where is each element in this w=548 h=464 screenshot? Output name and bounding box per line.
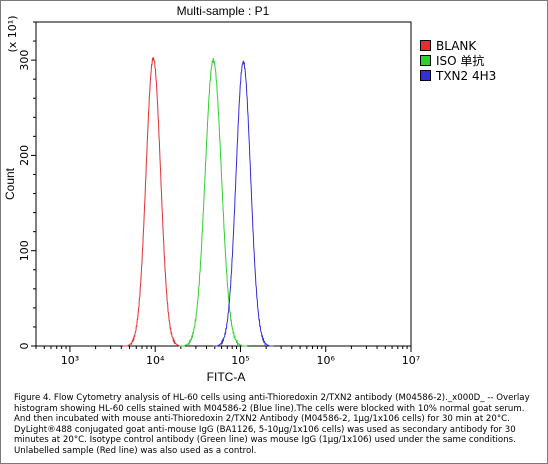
x-tick-label: 10³ [61,354,79,367]
legend-swatch [420,40,431,51]
y-tick-label: 300 [18,50,31,71]
x-tick-label: 10⁴ [146,354,165,367]
legend-swatch [420,55,431,66]
y-tick-label: 200 [18,145,31,166]
legend-item: ISO 单抗 [420,53,496,68]
legend-swatch [420,70,431,81]
x-tick-label: 10⁷ [402,354,420,367]
y-tick-label: 0 [18,343,31,350]
legend-item: BLANK [420,38,496,53]
x-tick-label: 10⁵ [231,354,249,367]
figure-caption: Figure 4. Flow Cytometry analysis of HL-… [14,393,530,456]
series-curve-3 [212,60,274,347]
legend-item: TXN2 4H3 [420,68,496,83]
legend-label: TXN2 4H3 [436,68,497,83]
y-tick-label: 100 [18,240,31,261]
y-multiplier-label: (x 10¹) [6,16,19,53]
legend-label: ISO 单抗 [436,54,485,68]
chart-title: Multi-sample : P1 [177,4,270,18]
legend-label: BLANK [436,38,477,53]
x-axis-label: FITC-A [207,370,246,384]
series-curve-1 [122,57,184,347]
plot-area [35,21,412,347]
series-layer [122,57,274,347]
legend: BLANK ISO 单抗 TXN2 4H3 [420,38,496,83]
y-axis-label: Count [3,167,17,200]
x-tick-label: 10⁶ [317,354,336,367]
y-axis: 0 100 200 300 [18,21,36,350]
x-axis: 10³ 10⁴ 10⁵ 10⁶ 10⁷ [35,346,420,367]
series-curve-2 [179,57,248,347]
